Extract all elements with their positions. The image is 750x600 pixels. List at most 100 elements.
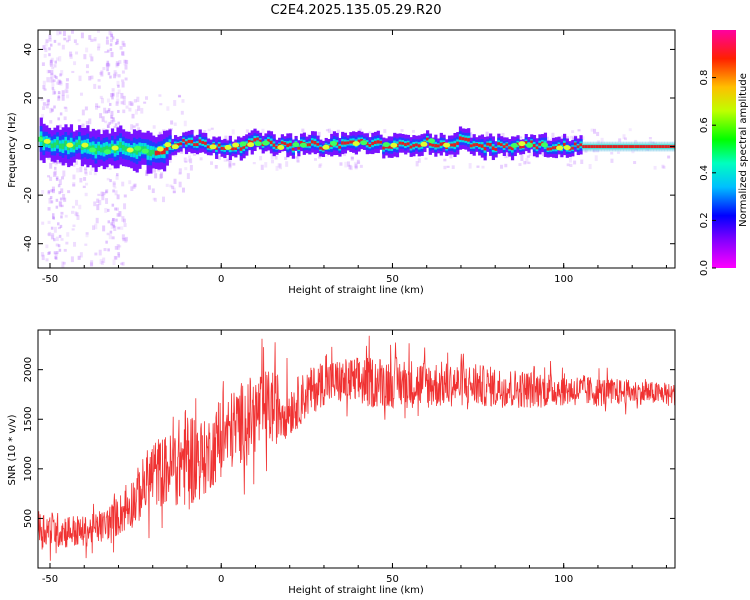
heatmap-noise-cell xyxy=(65,241,69,245)
heatmap-noise-cell xyxy=(100,260,104,265)
heatmap-band-core xyxy=(453,143,457,147)
heatmap-band-core xyxy=(78,139,82,145)
heatmap-streak-cell xyxy=(117,121,120,125)
heatmap-streak-cell xyxy=(114,123,118,127)
heatmap-streak-cell xyxy=(57,117,60,121)
heatmap-noise-cell xyxy=(79,166,83,173)
heatmap-noise-cell xyxy=(108,234,112,240)
heatmap-noise-cell xyxy=(118,245,122,248)
heatmap-noise-cell xyxy=(69,54,73,59)
heatmap-noise-cell xyxy=(173,178,177,185)
heatmap-band-core xyxy=(436,144,441,148)
heatmap-noise-cell xyxy=(121,234,125,240)
heatmap-band-core xyxy=(160,149,164,155)
heatmap-band-core xyxy=(478,143,482,147)
heatmap-band-core xyxy=(275,145,279,149)
heatmap-streak-cell xyxy=(112,117,115,121)
heatmap-noise-cell xyxy=(500,164,504,169)
heatmap-band-core xyxy=(193,143,197,147)
heatmap-noise-cell xyxy=(133,183,137,188)
heatmap-noise-cell xyxy=(199,157,203,161)
heatmap-noise-cell xyxy=(97,193,101,196)
heatmap-noise-cell xyxy=(75,43,79,46)
heatmap-streak-cell xyxy=(106,60,110,64)
heatmap-noise-cell xyxy=(568,156,572,163)
spectrogram-x-axis-label: Height of straight line (km) xyxy=(288,285,424,296)
heatmap-streak-cell xyxy=(111,93,115,97)
heatmap-noise-cell xyxy=(651,141,655,146)
heatmap-noise-cell xyxy=(154,173,158,179)
heatmap-noise-cell xyxy=(226,158,230,162)
heatmap-streak-cell xyxy=(59,224,63,228)
heatmap-noise-cell xyxy=(66,40,70,43)
heatmap-noise-cell xyxy=(72,224,76,228)
heatmap-band-core xyxy=(593,145,597,149)
heatmap-noise-cell xyxy=(89,262,93,267)
heatmap-noise-cell xyxy=(245,129,249,133)
heatmap-noise-cell xyxy=(424,157,428,160)
heatmap-streak-cell xyxy=(53,238,56,242)
heatmap-band-core xyxy=(343,141,348,145)
heatmap-noise-cell xyxy=(46,69,50,74)
heatmap-streak-cell xyxy=(48,47,51,51)
heatmap-noise-cell xyxy=(130,102,134,106)
heatmap-band-core xyxy=(182,138,186,142)
heatmap-streak-cell xyxy=(50,200,54,204)
heatmap-peak-blob xyxy=(111,145,119,151)
spectrogram-y-axis-label: Frequency (Hz) xyxy=(7,112,18,188)
heatmap-streak-cell xyxy=(107,72,111,76)
heatmap-noise-cell xyxy=(561,135,565,141)
heatmap-noise-cell xyxy=(628,128,632,132)
heatmap-noise-cell xyxy=(120,92,124,99)
heatmap-noise-cell xyxy=(92,225,96,230)
heatmap-noise-cell xyxy=(117,226,121,230)
heatmap-streak-cell xyxy=(57,244,61,248)
heatmap-noise-cell xyxy=(63,38,67,41)
heatmap-noise-cell xyxy=(103,248,107,252)
heatmap-noise-cell xyxy=(476,165,480,168)
heatmap-band-core xyxy=(121,144,126,151)
spectrogram-y-tick-label: 20 xyxy=(23,92,34,105)
heatmap-noise-cell xyxy=(56,81,60,85)
heatmap-band-core xyxy=(552,146,556,150)
heatmap-noise-cell xyxy=(106,62,110,69)
heatmap-noise-cell xyxy=(111,93,115,96)
heatmap-noise-cell xyxy=(47,233,51,236)
heatmap-noise-cell xyxy=(50,234,54,240)
heatmap-band-core xyxy=(305,143,309,147)
heatmap-noise-cell xyxy=(110,93,114,98)
heatmap-peak-blob xyxy=(525,142,533,148)
heatmap-band-core xyxy=(576,145,580,149)
heatmap-peak-blob xyxy=(510,142,518,148)
heatmap-band-core xyxy=(299,140,304,144)
heatmap-noise-cell xyxy=(97,85,101,89)
heatmap-peak-blob xyxy=(420,141,428,147)
heatmap-noise-cell xyxy=(648,137,652,140)
heatmap-band-core xyxy=(234,147,238,150)
heatmap-streak-cell xyxy=(117,254,121,258)
heatmap-noise-cell xyxy=(278,163,282,170)
heatmap-noise-cell xyxy=(102,257,106,264)
heatmap-band-core xyxy=(617,145,622,149)
heatmap-noise-cell xyxy=(158,94,162,97)
heatmap-noise-cell xyxy=(99,113,103,119)
heatmap-peak-blob xyxy=(43,138,51,144)
heatmap-noise-cell xyxy=(49,77,53,83)
heatmap-noise-cell xyxy=(519,136,523,139)
heatmap-noise-cell xyxy=(41,114,45,119)
heatmap-band-core xyxy=(56,140,60,146)
heatmap-noise-cell xyxy=(94,223,98,230)
heatmap-noise-cell xyxy=(121,51,125,56)
heatmap-noise-cell xyxy=(633,161,637,165)
heatmap-streak-cell xyxy=(55,256,58,260)
heatmap-noise-cell xyxy=(47,175,51,178)
heatmap-noise-cell xyxy=(143,101,147,104)
heatmap-noise-cell xyxy=(82,185,86,189)
snr-series-line xyxy=(38,335,675,561)
heatmap-band-core xyxy=(58,143,63,149)
heatmap-band-core xyxy=(286,143,290,148)
heatmap-noise-cell xyxy=(110,38,114,43)
heatmap-streak-cell xyxy=(108,121,111,125)
heatmap-band-core xyxy=(469,144,474,148)
